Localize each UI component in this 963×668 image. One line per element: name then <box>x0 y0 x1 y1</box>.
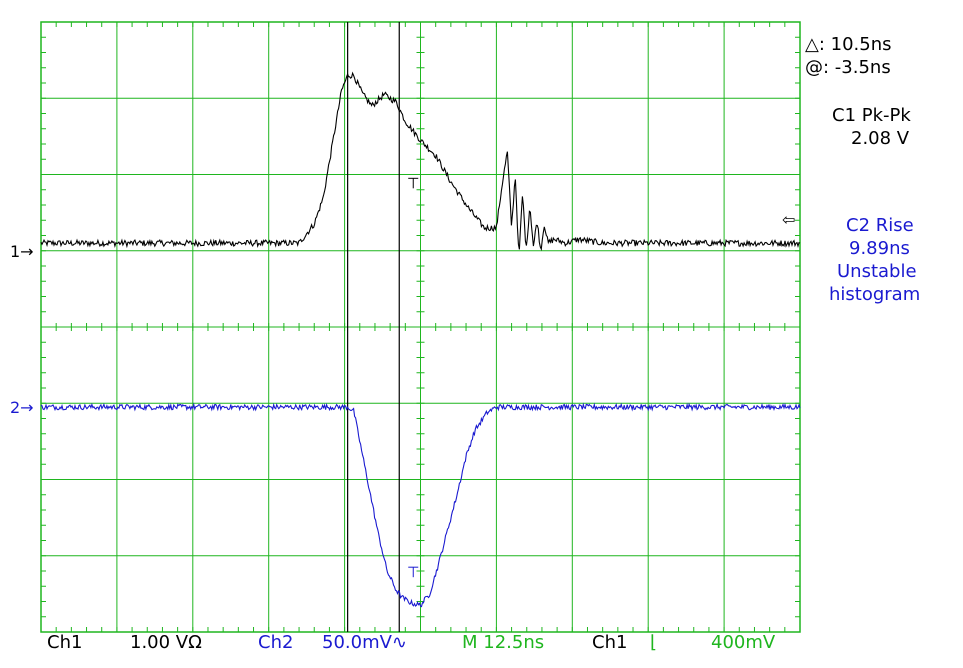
trigger-level: 400mV <box>711 632 776 653</box>
c2-measure-note: Unstable <box>837 261 917 282</box>
ch1-label: Ch1 <box>47 632 83 653</box>
cursor-delta-readout: △: 10.5ns <box>805 34 892 55</box>
timebase: M 12.5ns <box>462 632 545 653</box>
graticule <box>40 21 801 633</box>
ch2-label: Ch2 <box>258 632 294 653</box>
c1-measure-title: C1 Pk-Pk <box>832 105 911 126</box>
cursor-position-readout: @: -3.5ns <box>805 57 891 78</box>
trace-ch2 <box>40 402 801 608</box>
waveform-traces <box>40 71 801 608</box>
trace-ch1 <box>40 71 801 252</box>
c2-measure-value: 9.89ns <box>849 238 910 259</box>
c1-measure-value: 2.08 V <box>851 128 910 149</box>
trigger-slope-icon: ⌊ <box>650 632 658 653</box>
trigger-level-marker: ⇦ <box>782 210 796 229</box>
ch1-ground-marker: 1→ <box>10 242 34 261</box>
time-cursors[interactable] <box>347 22 400 632</box>
c2-measure-title: C2 Rise <box>846 215 914 236</box>
c2-measure-note-2: histogram <box>829 284 921 305</box>
ch2-ground-marker: 2→ <box>10 398 34 417</box>
ch2-scale: 50.0mV∿ <box>322 632 408 653</box>
trigger-source: Ch1 <box>592 632 628 653</box>
ch1-scale: 1.00 VΩ <box>130 632 202 653</box>
